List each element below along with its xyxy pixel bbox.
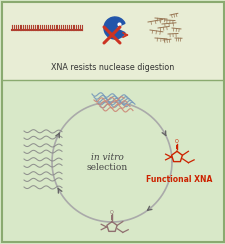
Text: XNA resists nuclease digestion: XNA resists nuclease digestion	[51, 63, 174, 72]
Text: O: O	[110, 210, 113, 215]
Text: O: O	[174, 139, 178, 144]
Bar	[2, 2, 223, 80]
Wedge shape	[104, 17, 124, 39]
Text: Functional XNA: Functional XNA	[145, 175, 211, 184]
Text: selection: selection	[86, 163, 127, 172]
Text: in vitro: in vitro	[90, 152, 123, 162]
